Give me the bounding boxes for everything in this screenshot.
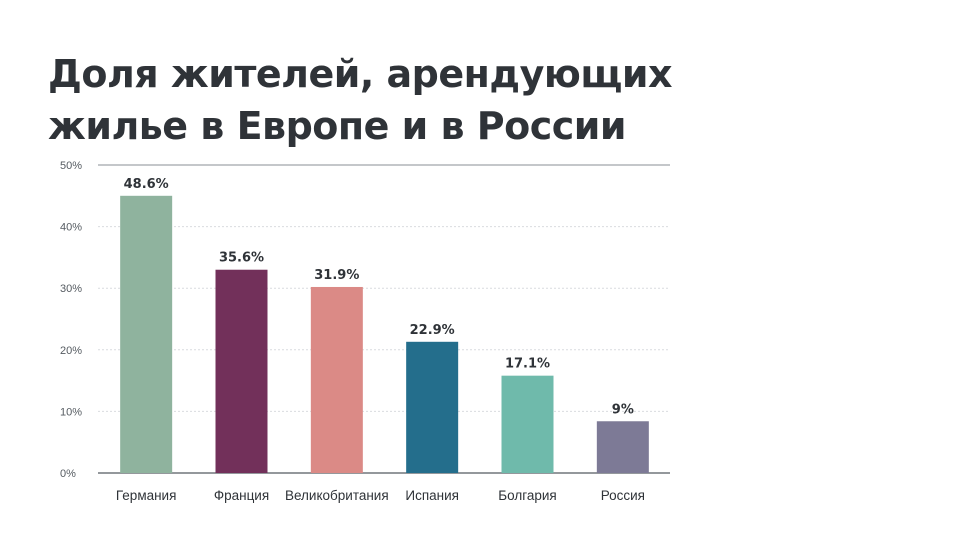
y-tick-label: 10%: [60, 406, 82, 418]
y-tick-label: 20%: [60, 345, 82, 357]
x-tick-label: Франция: [214, 488, 269, 503]
x-tick-label: Великобритания: [285, 488, 389, 503]
x-tick-label: Германия: [116, 488, 177, 503]
data-label: 35.6%: [219, 251, 264, 266]
y-tick-label: 50%: [60, 160, 82, 172]
y-tick-label: 40%: [60, 222, 82, 234]
data-label: 22.9%: [410, 323, 455, 338]
chart-title-line-2: жилье в Европе и в России: [48, 104, 627, 148]
bar: [120, 195, 173, 474]
data-label: 48.6%: [124, 177, 169, 192]
data-label: 9%: [612, 402, 634, 417]
bar: [310, 286, 363, 473]
bar: [596, 421, 649, 473]
bar: [215, 269, 268, 473]
bar: [406, 341, 459, 473]
bar: [501, 375, 554, 473]
x-tick-label: Россия: [601, 488, 645, 503]
data-label: 17.1%: [505, 357, 550, 372]
data-label: 31.9%: [314, 268, 359, 283]
chart-title: Доля жителей, арендующих жилье в Европе …: [48, 48, 748, 152]
x-tick-label: Испания: [405, 488, 459, 503]
y-tick-label: 30%: [60, 283, 82, 295]
chart-title-line-1: Доля жителей, арендующих: [48, 52, 672, 96]
x-tick-label: Болгария: [498, 488, 556, 503]
y-tick-label: 0%: [60, 468, 76, 480]
